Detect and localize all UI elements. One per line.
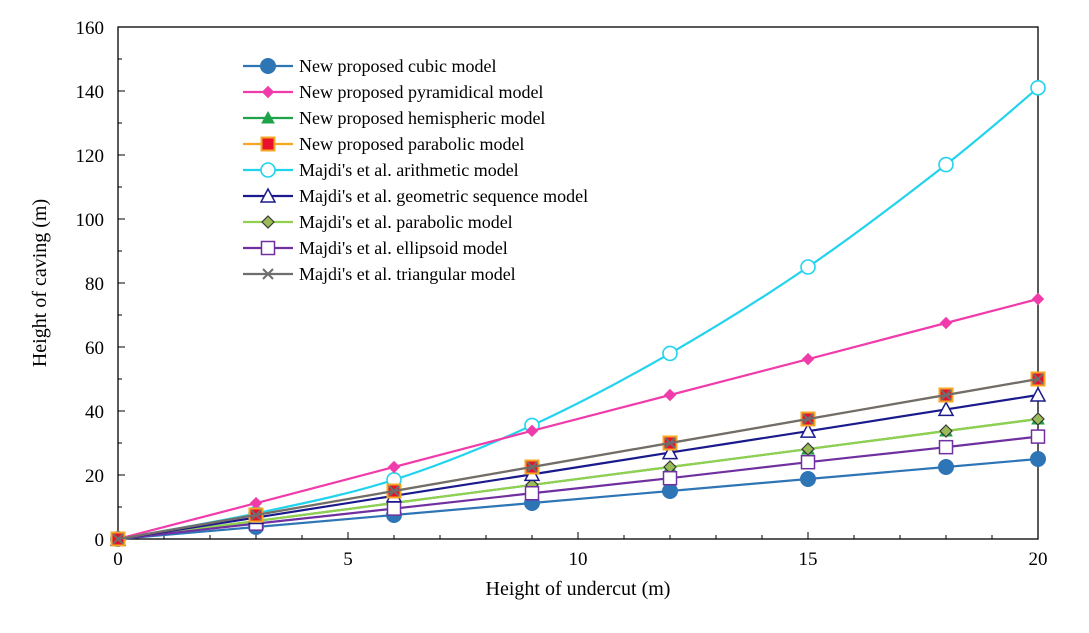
series-8 [112, 373, 1044, 545]
data-point [1029, 386, 1047, 402]
data-point [1031, 292, 1045, 306]
series-line [117, 457, 1039, 541]
x-marker-stroke [1032, 373, 1044, 385]
data-point [250, 509, 262, 521]
data-point [800, 454, 816, 470]
data-point [802, 413, 814, 425]
legend: New proposed cubic model New proposed pyr… [243, 56, 588, 284]
x-tick-label: 10 [569, 549, 588, 570]
x-tick-label: 0 [113, 549, 123, 570]
data-point [1030, 451, 1046, 467]
data-point [387, 460, 401, 474]
legend-item: New proposed pyramidical model [243, 82, 543, 102]
data-point [938, 156, 954, 173]
legend-label: New proposed hemispheric model [299, 108, 545, 128]
data-point [662, 483, 678, 499]
series-layer [109, 80, 1047, 547]
x-axis-title: Height of undercut (m) [486, 578, 671, 600]
x-marker-stroke [664, 437, 676, 449]
data-point [939, 424, 953, 438]
data-point [937, 400, 955, 417]
data-point [524, 485, 540, 501]
legend-label: Majdi's et al. geometric sequence model [299, 186, 588, 206]
legend-item: New proposed cubic model [243, 56, 496, 76]
x-marker-stroke [388, 485, 400, 497]
x-marker-stroke [526, 461, 538, 473]
legend-item: New proposed parabolic model [243, 134, 524, 154]
y-tick-label: 100 [76, 210, 105, 231]
legend-item: New proposed hemispheric model [243, 108, 545, 128]
series-line [117, 393, 1039, 541]
series-line [117, 297, 1039, 541]
data-point [1032, 373, 1044, 385]
y-tick-label: 60 [85, 338, 104, 359]
x-marker-stroke [262, 268, 274, 280]
x-tick-label: 5 [343, 549, 353, 570]
data-point [526, 461, 538, 473]
data-point [800, 471, 816, 487]
legend-label: Majdi's et al. arithmetic model [299, 160, 519, 180]
series-line [117, 435, 1039, 541]
data-point [260, 162, 276, 178]
y-axis-title: Height of caving (m) [29, 199, 51, 367]
legend-label: Majdi's et al. ellipsoid model [299, 238, 508, 258]
legend-item: Majdi's et al. ellipsoid model [243, 238, 508, 258]
data-point [799, 422, 817, 438]
legend-label: New proposed cubic model [299, 56, 496, 76]
data-point [661, 444, 679, 460]
data-point [525, 424, 539, 438]
x-marker-stroke [112, 533, 124, 545]
data-point [662, 470, 678, 486]
series-line [117, 417, 1039, 541]
data-point [1030, 429, 1046, 444]
y-tick-label: 160 [76, 18, 105, 39]
legend-item: Majdi's et al. parabolic model [243, 212, 513, 232]
y-tick-label: 40 [85, 402, 104, 423]
data-point [262, 268, 274, 280]
data-point [386, 501, 402, 516]
data-point [388, 485, 400, 497]
y-tick-label: 80 [85, 274, 104, 295]
y-tick-label: 140 [76, 82, 105, 103]
legend-label: New proposed parabolic model [299, 134, 524, 154]
axis-ticks: 0 5 10 15 20 0 20 40 60 80 100 120 140 160 [76, 18, 1048, 570]
data-point [260, 58, 276, 74]
data-point [261, 110, 275, 124]
data-point [801, 352, 815, 366]
legend-item: Majdi's et al. triangular model [243, 264, 516, 284]
data-point [261, 215, 275, 229]
x-marker-stroke [940, 389, 952, 401]
x-tick-label: 20 [1029, 549, 1048, 570]
data-point [1031, 412, 1045, 426]
data-point [260, 136, 276, 152]
legend-label: New proposed pyramidical model [299, 82, 543, 102]
data-point [260, 240, 276, 256]
data-point [800, 259, 816, 275]
data-point [259, 187, 277, 203]
x-tick-label: 15 [799, 549, 818, 570]
legend-label: Majdi's et al. parabolic model [299, 212, 513, 232]
legend-item: Majdi's et al. geometric sequence model [243, 186, 588, 206]
series-line [117, 86, 1039, 541]
data-point [938, 439, 954, 455]
data-point [940, 389, 952, 401]
y-tick-label: 120 [76, 146, 105, 167]
data-point [112, 533, 124, 545]
x-marker-stroke [250, 509, 262, 521]
data-point [662, 345, 678, 362]
plot-area [117, 26, 1039, 540]
data-point [663, 388, 677, 402]
legend-item: Majdi's et al. arithmetic model [243, 160, 519, 180]
series-line [117, 377, 1039, 541]
y-tick-label: 0 [95, 530, 105, 551]
data-point [938, 459, 954, 475]
data-point [1030, 80, 1046, 96]
y-tick-label: 20 [85, 466, 104, 487]
data-point [939, 316, 953, 330]
data-point [664, 437, 676, 449]
legend-label: Majdi's et al. triangular model [299, 264, 516, 284]
x-marker-stroke [802, 413, 814, 425]
data-point [261, 85, 275, 99]
